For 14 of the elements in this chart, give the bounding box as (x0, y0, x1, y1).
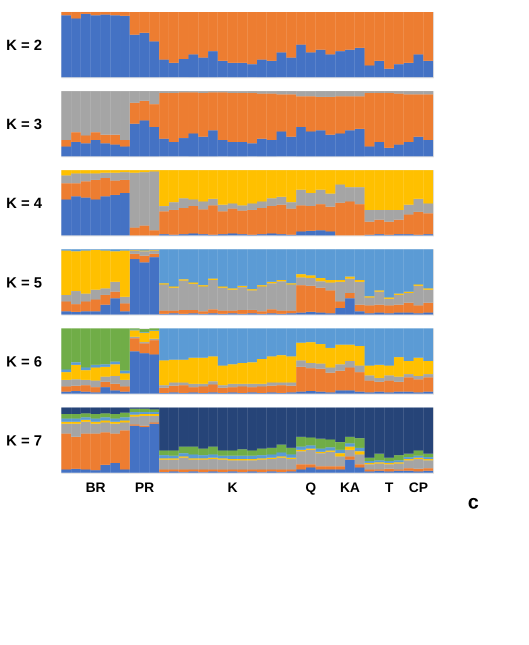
x-tick-label: PR (134, 479, 154, 496)
x-tick-label: Q (305, 479, 316, 496)
y-axis-title: K = 5 (6, 275, 42, 292)
x-tick-label: K (228, 479, 238, 496)
y-axis-title: K = 6 (6, 354, 42, 370)
text: c (468, 491, 479, 514)
x-tick-label: KA (340, 479, 360, 496)
x-tick-label: T (384, 479, 394, 496)
y-axis-title: K = 4 (6, 196, 43, 212)
y-axis-title: K = 7 (6, 434, 42, 450)
x-tick-label: CP (408, 479, 428, 496)
x-tick-label: BR (86, 479, 106, 496)
y-axis-title: K = 2 (6, 38, 42, 54)
y-axis-title: K = 3 (6, 117, 42, 134)
